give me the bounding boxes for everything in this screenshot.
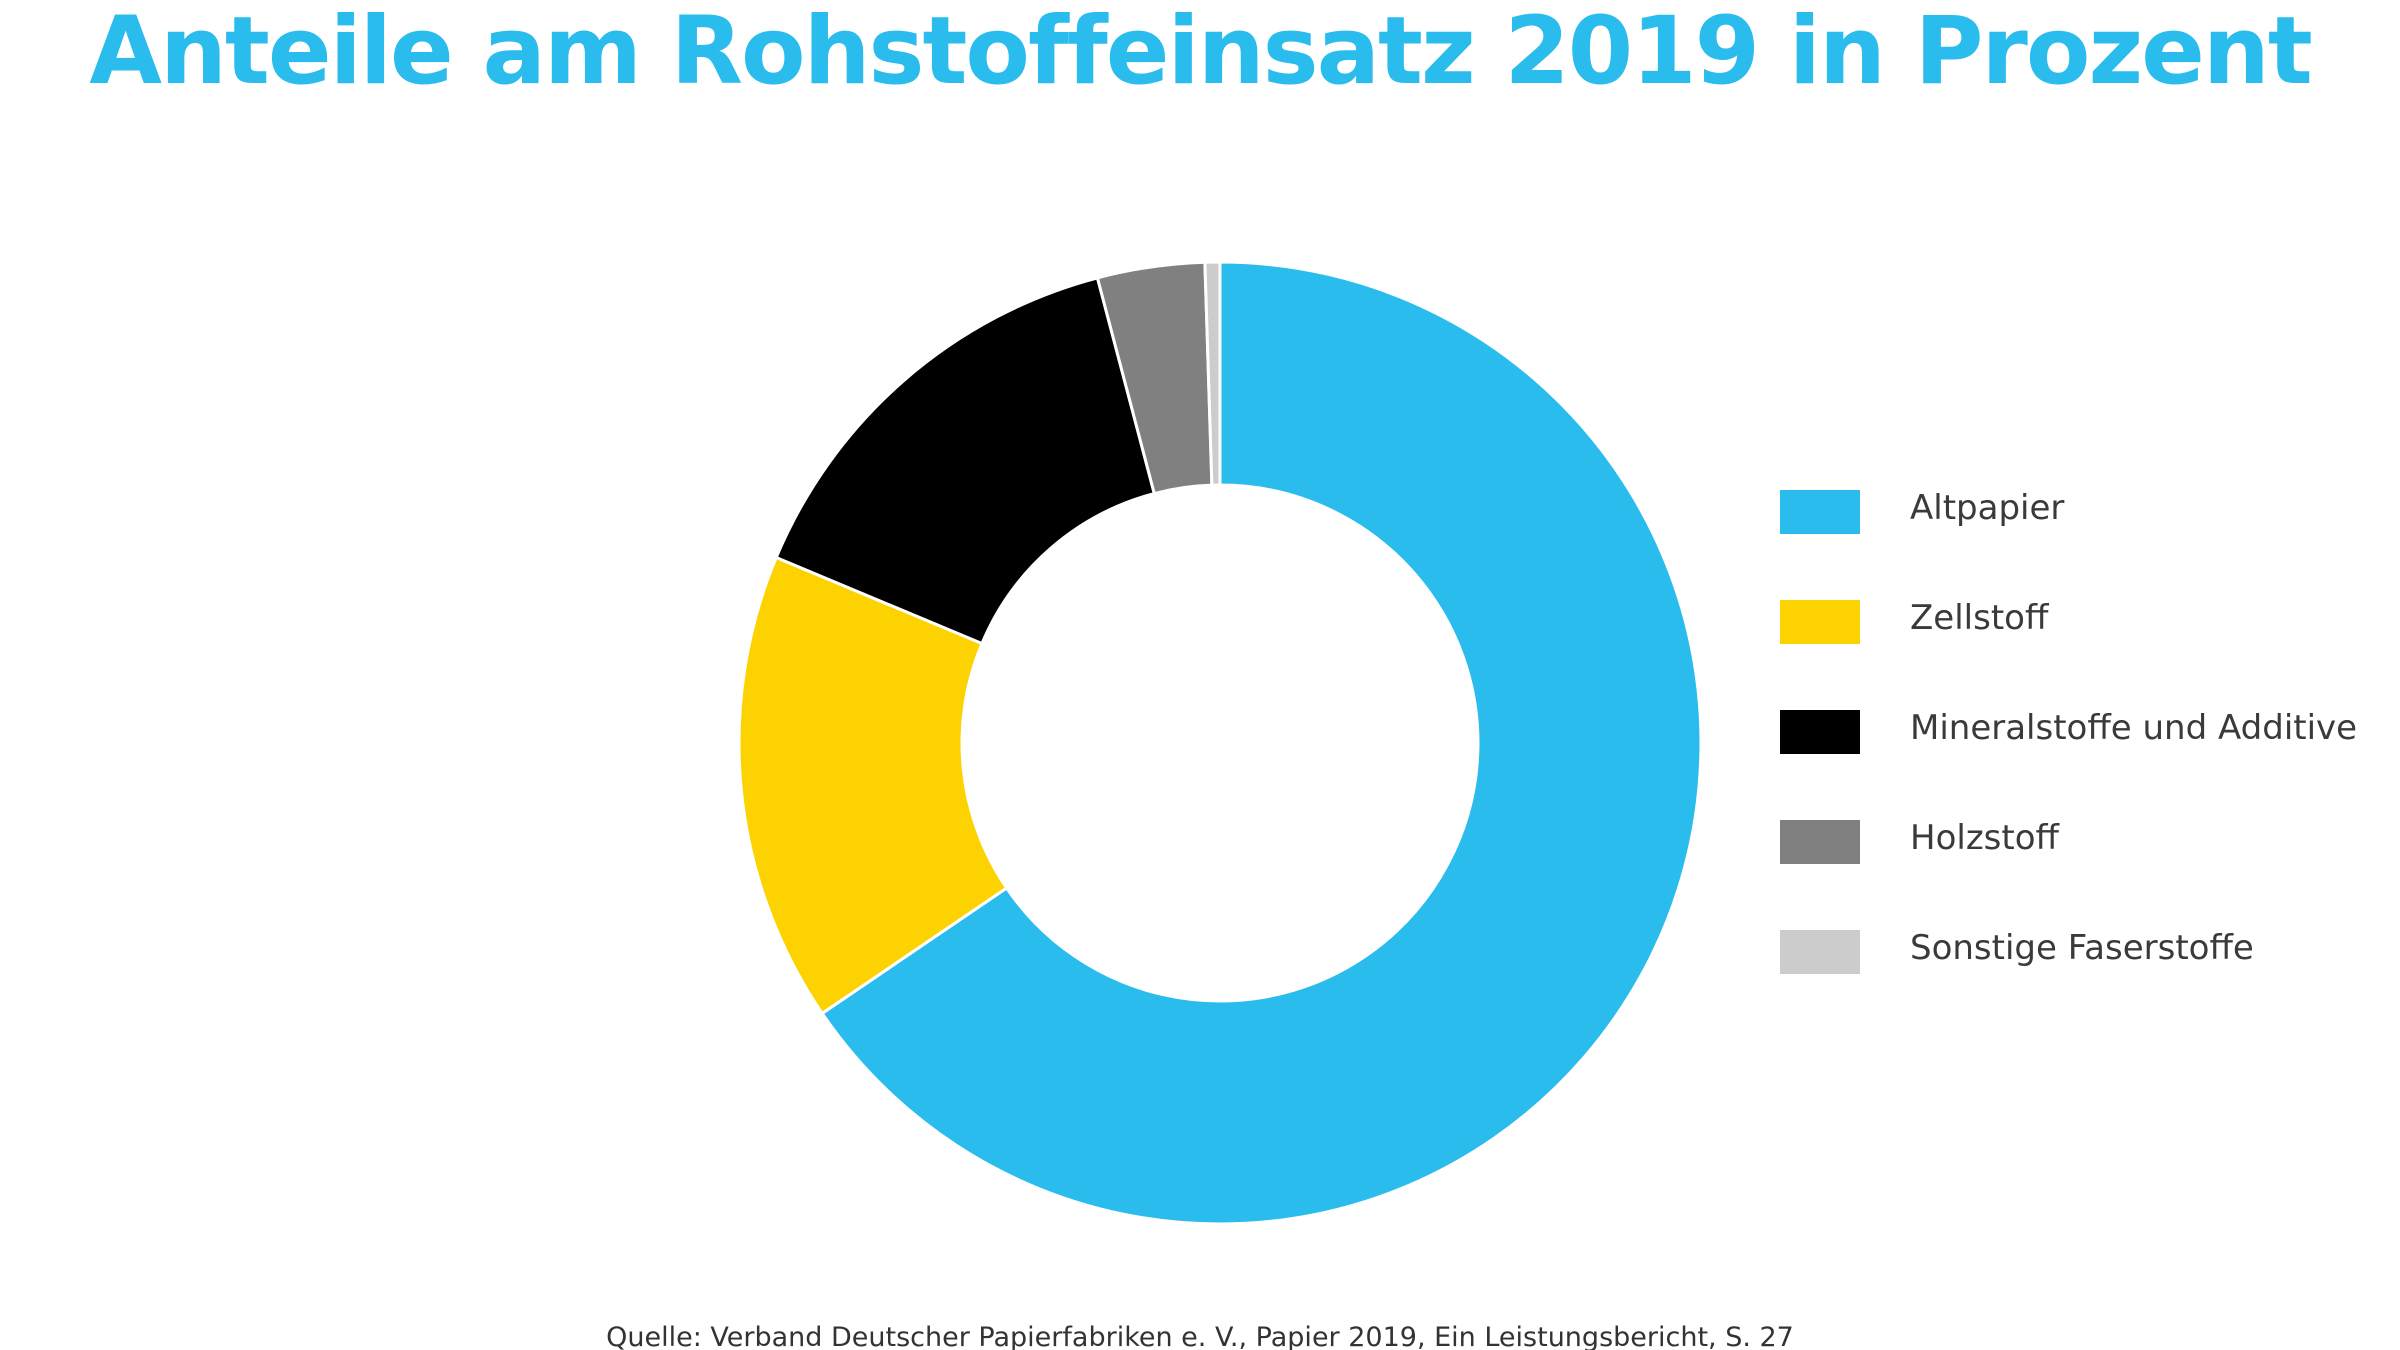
legend-swatch-sonstige (1780, 930, 1860, 974)
legend-item-altpapier: Altpapier (1780, 478, 2380, 588)
legend-label-mineralstoffe: Mineralstoffe und Additive (1910, 708, 2358, 748)
legend-item-sonstige: Sonstige Faserstoffe (1780, 918, 2380, 1028)
legend-swatch-mineralstoffe (1780, 710, 1860, 754)
legend-swatch-zellstoff (1780, 600, 1860, 644)
donut-slice-sonstige (1203, 260, 1222, 487)
donut-slice-zellstoff (737, 556, 1009, 1015)
legend-label-zellstoff: Zellstoff (1910, 598, 2049, 638)
legend-item-holzstoff: Holzstoff (1780, 808, 2380, 918)
legend-label-altpapier: Altpapier (1910, 488, 2065, 528)
legend-label-holzstoff: Holzstoff (1910, 818, 2059, 858)
legend-swatch-holzstoff (1780, 820, 1860, 864)
legend-label-sonstige: Sonstige Faserstoffe (1910, 928, 2254, 968)
legend-item-mineralstoffe: Mineralstoffe und Additive (1780, 698, 2380, 808)
legend-swatch-altpapier (1780, 490, 1860, 534)
donut-slice-altpapier (820, 260, 1703, 1226)
source-note: Quelle: Verband Deutscher Papierfabriken… (606, 1322, 1794, 1350)
legend: Altpapier Zellstoff Mineralstoffe und Ad… (1780, 478, 2380, 1028)
donut-slice-mineralstoffe (774, 276, 1156, 646)
chart-title: Anteile am Rohstoffeinsatz 2019 in Proze… (89, 0, 2313, 106)
legend-item-zellstoff: Zellstoff (1780, 588, 2380, 698)
